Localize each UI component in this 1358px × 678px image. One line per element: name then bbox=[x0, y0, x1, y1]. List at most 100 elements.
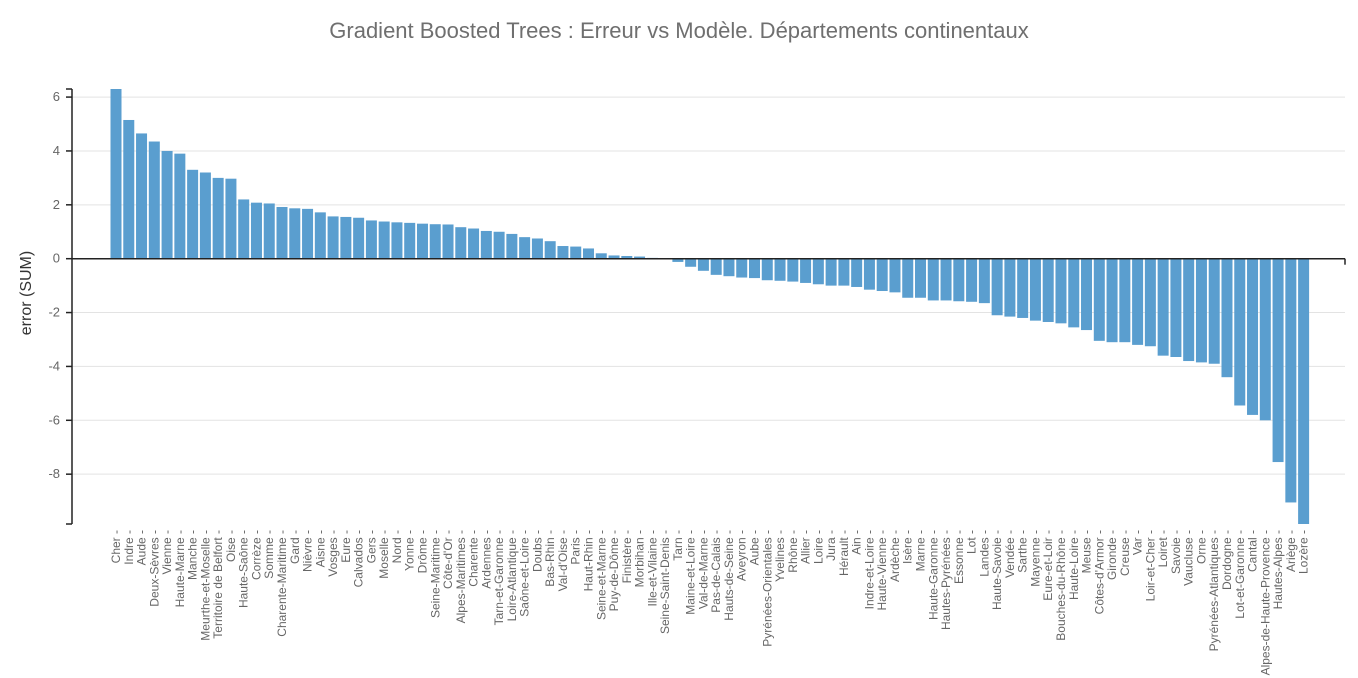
x-tick-label-63: Marne - bbox=[914, 530, 928, 571]
x-tick-label-9: Oise - bbox=[224, 530, 238, 562]
bar-31 bbox=[506, 233, 518, 259]
x-tick-label-27: Alpes-Maritimes - bbox=[454, 530, 468, 623]
x-tick-label-77: Côtes-d'Armor - bbox=[1092, 530, 1106, 614]
x-tick-label-22: Nord - bbox=[390, 530, 404, 563]
bar-22 bbox=[391, 222, 403, 259]
x-tick-label-25: Seine-Maritime - bbox=[428, 530, 442, 618]
x-tick-label-49: Aveyron - bbox=[735, 530, 749, 581]
x-tick-label-51: Pyrénées-Orientales - bbox=[760, 530, 774, 647]
x-tick-label-91: Hautes-Alpes - bbox=[1271, 530, 1285, 609]
bar-3 bbox=[148, 141, 160, 259]
bar-76 bbox=[1081, 258, 1093, 331]
bar-45 bbox=[685, 258, 697, 267]
bar-8 bbox=[212, 177, 224, 259]
bar-40 bbox=[621, 256, 633, 259]
x-tick-label-34: Bas-Rhin - bbox=[543, 530, 557, 587]
x-axis-ticks: Cher -Indre -Aude -Deux-Sèvres -Vienne -… bbox=[109, 530, 1311, 675]
x-tick-label-8: Territoire de Belfort - bbox=[211, 530, 225, 639]
x-tick-label-60: Haute-Vienne - bbox=[875, 530, 889, 611]
x-tick-label-40: Finistère - bbox=[620, 530, 634, 583]
x-tick-label-61: Ardèche - bbox=[888, 530, 902, 582]
bar-55 bbox=[812, 258, 824, 285]
x-tick-label-31: Loire-Atlantique - bbox=[505, 530, 519, 621]
bar-58 bbox=[851, 258, 863, 287]
bar-75 bbox=[1068, 258, 1080, 328]
bar-19 bbox=[353, 217, 365, 259]
x-tick-label-73: Eure-et-Loir - bbox=[1041, 530, 1055, 601]
x-tick-label-10: Haute-Saône - bbox=[237, 530, 251, 608]
x-tick-label-74: Bouches-du-Rhône - bbox=[1054, 530, 1068, 641]
bar-57 bbox=[838, 258, 850, 286]
x-tick-label-21: Moselle - bbox=[377, 530, 391, 579]
x-tick-label-64: Haute-Garonne - bbox=[926, 530, 940, 620]
bar-18 bbox=[340, 216, 352, 259]
x-tick-label-3: Deux-Sèvres - bbox=[147, 530, 161, 607]
bar-38 bbox=[595, 253, 607, 259]
bar-44 bbox=[672, 258, 684, 262]
bar-66 bbox=[953, 258, 965, 302]
x-tick-label-54: Allier - bbox=[799, 530, 813, 564]
bar-33 bbox=[531, 238, 543, 259]
bar-5 bbox=[174, 153, 186, 259]
y-axis-ticks: 6 4 2 0 -2 -4 -6 -8 bbox=[48, 89, 72, 481]
bar-14 bbox=[289, 208, 301, 259]
bar-53 bbox=[787, 258, 799, 282]
bar-50 bbox=[749, 258, 760, 279]
x-tick-label-32: Saône-et-Loire - bbox=[518, 530, 532, 617]
x-tick-label-16: Aisne - bbox=[313, 530, 327, 567]
x-tick-label-30: Tarn-et-Garonne - bbox=[492, 530, 506, 625]
bar-1 bbox=[123, 119, 135, 259]
x-tick-label-12: Somme - bbox=[262, 530, 276, 579]
bar-86 bbox=[1208, 258, 1220, 364]
y-tick-label-0: 6 bbox=[53, 89, 60, 104]
x-tick-label-70: Vendée - bbox=[1003, 530, 1017, 578]
x-tick-label-50: Aube - bbox=[748, 530, 762, 565]
bar-74 bbox=[1055, 258, 1067, 324]
bar-35 bbox=[557, 246, 569, 259]
x-tick-label-5: Haute-Marne - bbox=[173, 530, 187, 607]
bar-11 bbox=[250, 202, 262, 259]
bar-88 bbox=[1234, 258, 1246, 406]
x-tick-label-11: Corrèze - bbox=[249, 530, 263, 580]
x-tick-label-13: Charente-Maritime - bbox=[275, 530, 289, 637]
x-tick-label-65: Hautes-Pyrénées - bbox=[939, 530, 953, 630]
x-tick-label-78: Gironde - bbox=[1105, 530, 1119, 580]
x-tick-label-58: Ain - bbox=[850, 530, 864, 555]
x-tick-label-39: Puy-de-Dôme - bbox=[607, 530, 621, 611]
y-tick-label-7: -8 bbox=[48, 466, 60, 481]
bar-84 bbox=[1183, 258, 1195, 362]
bar-26 bbox=[442, 224, 454, 259]
x-tick-label-36: Paris - bbox=[569, 530, 583, 565]
bar-27 bbox=[455, 227, 467, 259]
x-tick-label-26: Côte-d'Or - bbox=[441, 530, 455, 589]
x-tick-label-43: Seine-Saint-Denis - bbox=[658, 530, 672, 634]
x-tick-label-6: Manche - bbox=[186, 530, 200, 580]
bar-63 bbox=[915, 258, 927, 298]
y-tick-label-5: -4 bbox=[48, 358, 60, 373]
bar-32 bbox=[519, 237, 531, 259]
x-tick-label-68: Landes - bbox=[977, 530, 991, 577]
x-tick-label-35: Val-d'Oise - bbox=[556, 530, 570, 591]
bar-77 bbox=[1093, 258, 1105, 341]
bar-37 bbox=[582, 248, 594, 259]
y-tick-label-3: 0 bbox=[53, 251, 60, 266]
bar-41 bbox=[634, 256, 646, 259]
bar-71 bbox=[1017, 258, 1029, 318]
x-tick-label-45: Maine-et-Loire - bbox=[684, 530, 698, 615]
x-tick-label-15: Nièvre - bbox=[301, 530, 315, 572]
bar-34 bbox=[544, 241, 556, 259]
bar-23 bbox=[404, 222, 416, 259]
bar-68 bbox=[978, 258, 990, 304]
bar-92 bbox=[1285, 258, 1297, 503]
bars bbox=[110, 89, 1310, 524]
x-tick-label-46: Val-de-Marne - bbox=[696, 530, 710, 609]
bar-80 bbox=[1132, 258, 1144, 345]
x-tick-label-69: Haute-Savoie - bbox=[990, 530, 1004, 610]
x-tick-label-41: Morbihan - bbox=[633, 530, 647, 587]
y-tick-label-2: 2 bbox=[53, 197, 60, 212]
bar-39 bbox=[608, 255, 620, 259]
x-tick-label-55: Loire - bbox=[811, 530, 825, 564]
y-tick-label-1: 4 bbox=[53, 143, 60, 158]
bar-93 bbox=[1298, 258, 1310, 524]
